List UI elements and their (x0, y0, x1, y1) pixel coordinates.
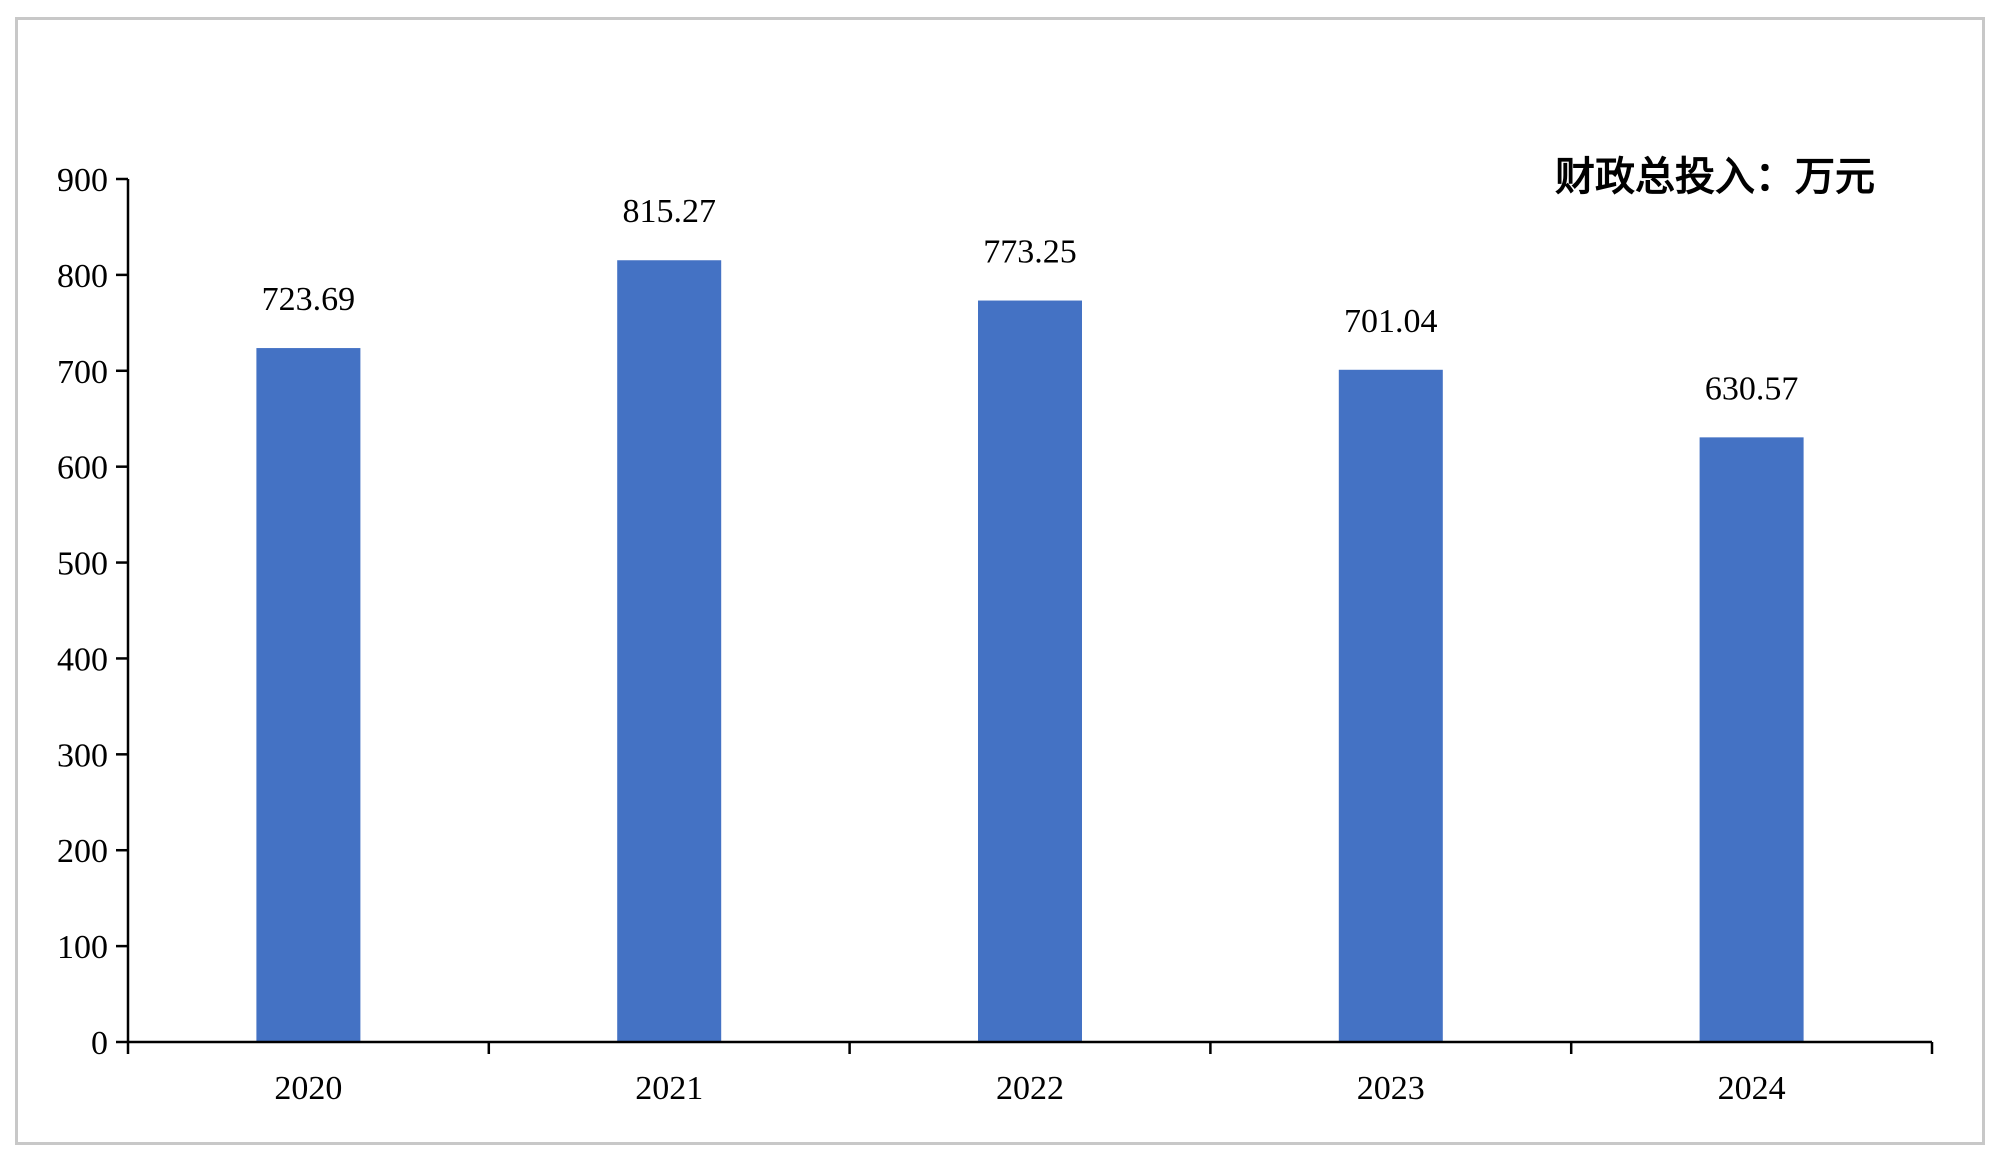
bars-layer (256, 260, 1804, 1043)
bar-2023 (1338, 369, 1443, 1043)
y-tick-label-300: 300 (57, 737, 108, 774)
x-tick-label-2021: 2021 (635, 1070, 703, 1107)
y-tick-label-700: 700 (57, 354, 108, 391)
y-tick-label-200: 200 (57, 833, 108, 870)
data-label-2023: 701.04 (1344, 303, 1438, 340)
x-tick-label-2022: 2022 (996, 1070, 1064, 1107)
y-tick-label-500: 500 (57, 546, 108, 583)
x-tick-label-2024: 2024 (1718, 1070, 1786, 1107)
y-tick-label-900: 900 (57, 162, 108, 199)
data-label-2024: 630.57 (1705, 370, 1799, 407)
bar-2021 (617, 260, 722, 1042)
bar-2022 (978, 300, 1082, 1042)
data-label-2020: 723.69 (262, 281, 356, 318)
labels-layer: 723.69 2020 815.27 2021 773.25 2022 701.04 2023… (57, 162, 1798, 1107)
bar-2024 (1699, 437, 1804, 1043)
data-label-2022: 773.25 (983, 234, 1077, 271)
x-tick-label-2023: 2023 (1357, 1070, 1425, 1107)
y-tick-label-600: 600 (57, 450, 108, 487)
y-tick-label-0: 0 (91, 1025, 108, 1062)
bar-2020 (256, 348, 361, 1042)
y-tick-label-100: 100 (57, 929, 108, 966)
unit-annotation: 财政总投入：万元 (1555, 154, 1875, 200)
data-label-2021: 815.27 (622, 193, 716, 230)
axes-layer (116, 177, 1934, 1054)
y-tick-label-400: 400 (57, 641, 108, 678)
y-tick-label-800: 800 (57, 258, 108, 295)
x-tick-label-2020: 2020 (274, 1070, 342, 1107)
